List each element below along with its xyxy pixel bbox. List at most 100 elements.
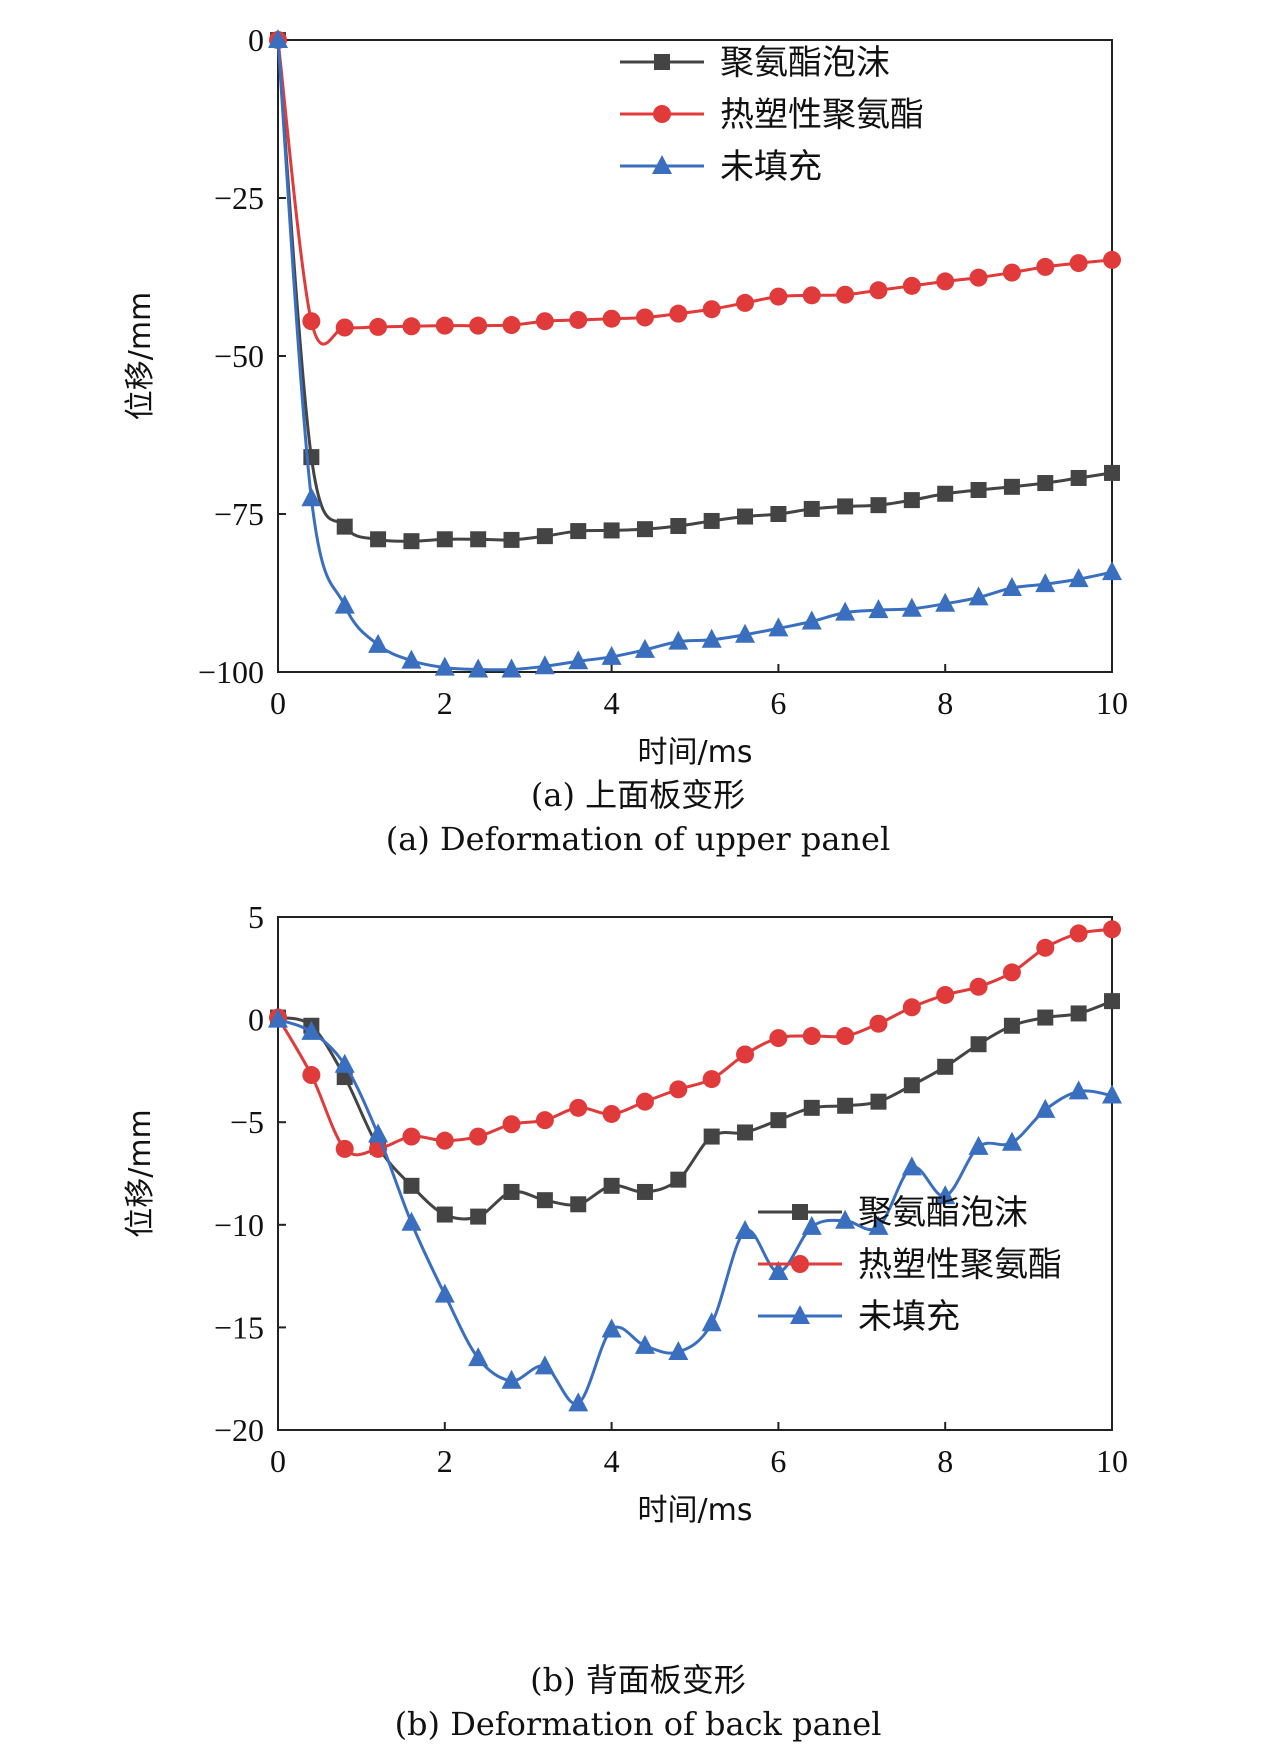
data-point: [469, 316, 488, 335]
caption-en-back: (b) Deformation of back panel: [394, 1705, 882, 1743]
series-1: [269, 920, 1121, 1158]
data-point: [570, 1196, 587, 1213]
data-point: [836, 1027, 855, 1046]
data-point: [1069, 254, 1088, 273]
data-point: [969, 977, 988, 996]
data-point: [670, 518, 687, 535]
data-point: [669, 1080, 688, 1099]
x-axis-title: 时间/ms: [638, 735, 753, 770]
data-point: [368, 1123, 389, 1143]
data-point: [403, 533, 420, 550]
data-point: [435, 1131, 454, 1150]
data-point: [534, 655, 555, 675]
data-point: [302, 312, 321, 331]
data-point: [1070, 1005, 1087, 1022]
data-point: [301, 1020, 322, 1040]
data-point: [937, 1058, 954, 1075]
data-point: [568, 1392, 589, 1412]
data-point: [1037, 1009, 1054, 1026]
figure-back-panel: 0 2 4 6 8 10 5 0 −5 −10 −15 −20 时间/ms 位移/mm 聚氨酯泡沫 热塑性聚氨…: [0, 880, 1276, 1761]
data-point: [1002, 963, 1021, 982]
data-point: [434, 656, 455, 676]
data-point: [634, 638, 655, 658]
data-point: [1102, 561, 1122, 581]
data-point: [569, 310, 588, 329]
data-point: [602, 309, 621, 328]
data-point: [403, 1177, 420, 1194]
data-point: [737, 508, 754, 525]
chart-back-panel: 0 2 4 6 8 10 5 0 −5 −10 −15 −20 时间/ms 位移/mm 聚氨酯泡沫热塑性聚氨…: [123, 899, 1128, 1528]
data-point: [803, 500, 820, 517]
caption-cn-upper: (a) 上面板变形: [530, 776, 746, 814]
legend-label: 聚氨酯泡沫: [720, 43, 890, 83]
data-point: [902, 998, 921, 1017]
data-point: [1002, 263, 1021, 282]
data-point: [836, 285, 855, 304]
data-point: [368, 633, 389, 653]
x-tick-label: 4: [604, 685, 620, 721]
caption-en-upper: (a) Deformation of upper panel: [385, 820, 891, 858]
data-point: [935, 592, 956, 612]
data-point: [1003, 478, 1020, 495]
data-point: [937, 485, 954, 502]
data-point: [935, 1185, 956, 1205]
data-point: [468, 1347, 489, 1367]
data-point: [1001, 576, 1022, 596]
legend-marker: [792, 1204, 808, 1220]
data-point: [968, 1135, 989, 1155]
data-point: [868, 1215, 889, 1235]
data-point: [1070, 469, 1087, 486]
x-axis-title: 时间/ms: [638, 1493, 753, 1528]
x-tick-label: 0: [270, 1443, 286, 1479]
series-line: [276, 39, 1113, 672]
data-point: [335, 318, 354, 337]
data-point: [334, 594, 355, 614]
data-point: [401, 649, 422, 669]
data-point: [1068, 1080, 1089, 1100]
series-0: [270, 32, 1120, 550]
data-point: [635, 308, 654, 327]
data-point: [435, 316, 454, 335]
y-axis-title: 位移/mm: [123, 292, 158, 421]
y-axis-title: 位移/mm: [123, 1109, 158, 1238]
data-point: [770, 1112, 787, 1129]
data-point: [636, 1183, 653, 1200]
data-point: [770, 506, 787, 522]
data-point: [735, 1219, 756, 1239]
data-point: [369, 317, 388, 336]
data-point: [869, 1014, 888, 1033]
data-point: [1069, 924, 1088, 943]
legend-marker: [654, 54, 670, 70]
data-point: [835, 1209, 856, 1229]
data-point: [801, 610, 822, 630]
data-point: [634, 1334, 655, 1354]
data-point: [302, 1066, 321, 1085]
data-point: [969, 268, 988, 287]
y-tick-label: 0: [248, 22, 264, 58]
legend-label: 聚氨酯泡沫: [858, 1193, 1028, 1233]
data-point: [1037, 475, 1054, 492]
chart-upper-panel: 0 2 4 6 8 10 0 −25 −50 −75 −100 时间/ms 位移/mm 聚氨酯泡沫热塑性聚…: [123, 22, 1128, 770]
data-point: [769, 287, 788, 306]
data-point: [336, 518, 353, 535]
data-point: [1036, 938, 1055, 957]
x-tick-label: 8: [937, 1443, 953, 1479]
data-point: [402, 1127, 421, 1146]
data-point: [802, 286, 821, 305]
data-point: [468, 658, 489, 678]
data-point: [1035, 1098, 1056, 1118]
data-point: [903, 1077, 920, 1094]
data-point: [601, 1318, 622, 1338]
series-2: [268, 1008, 1122, 1412]
data-point: [1104, 464, 1120, 481]
data-point: [970, 481, 987, 498]
data-point: [903, 492, 920, 509]
data-point: [1103, 920, 1121, 939]
data-point: [835, 601, 856, 621]
data-point: [436, 1206, 453, 1223]
data-point: [536, 1192, 553, 1209]
data-point: [902, 276, 921, 295]
y-tick-label: 5: [248, 899, 264, 935]
data-point: [703, 512, 720, 529]
data-point: [701, 628, 722, 648]
